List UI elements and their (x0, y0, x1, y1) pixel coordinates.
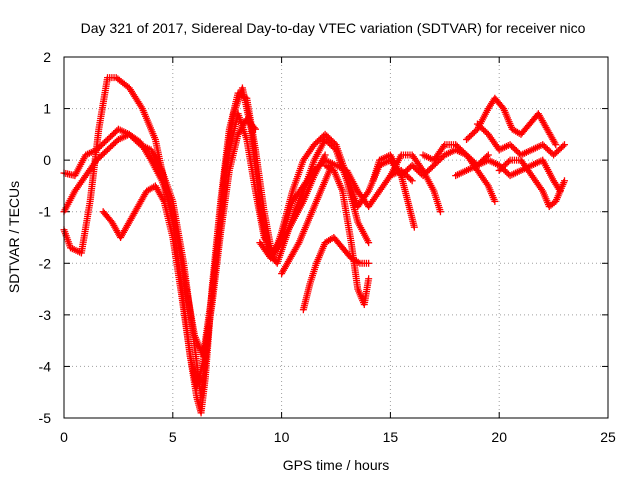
x-tick-label: 25 (600, 429, 616, 445)
data-point (251, 125, 259, 133)
series-track (369, 151, 418, 231)
axis-ticks: 0 5 10 15 20 25 -5 -4 -3 -2 -1 0 1 2 (39, 49, 616, 445)
y-axis-label: SDTVAR / TECUs (6, 181, 22, 293)
series-track (386, 151, 444, 216)
data-points (60, 74, 568, 417)
data-point (560, 141, 568, 149)
x-tick-label: 20 (491, 429, 507, 445)
series-track (321, 161, 373, 309)
data-point (410, 223, 418, 231)
data-point (552, 141, 560, 149)
data-point (365, 259, 373, 267)
x-axis-label: GPS time / hours (283, 457, 390, 473)
plot-frame (63, 56, 609, 419)
data-point (505, 158, 513, 166)
y-tick-label: -2 (39, 255, 52, 271)
data-point (436, 208, 444, 216)
x-tick-label: 15 (383, 429, 399, 445)
y-tick-label: 1 (43, 101, 51, 117)
data-point (250, 124, 258, 132)
y-tick-label: -3 (39, 307, 52, 323)
series-track (256, 156, 416, 262)
data-point (560, 177, 568, 185)
grid-lines (64, 57, 608, 418)
data-point (365, 275, 373, 283)
y-tick-label: -1 (39, 204, 52, 220)
data-point (559, 142, 567, 150)
series-track (473, 120, 568, 159)
data-point (330, 144, 338, 152)
x-tick-label: 0 (60, 429, 68, 445)
x-tick-label: 10 (274, 429, 290, 445)
y-tick-label: 0 (43, 152, 51, 168)
series-track (278, 161, 336, 278)
series-track (60, 110, 329, 360)
y-tick-label: -5 (39, 410, 52, 426)
data-point (408, 177, 416, 185)
x-tick-label: 5 (169, 429, 177, 445)
y-tick-label: -4 (39, 358, 52, 374)
series-track (495, 156, 568, 211)
series-track (452, 156, 564, 195)
series-track (99, 115, 259, 391)
data-point (491, 197, 499, 205)
chart-title: Day 321 of 2017, Sidereal Day-to-day VTE… (81, 20, 586, 36)
data-point (365, 239, 373, 247)
data-point (407, 175, 415, 183)
y-tick-label: 2 (43, 49, 51, 65)
series-track (419, 141, 499, 205)
